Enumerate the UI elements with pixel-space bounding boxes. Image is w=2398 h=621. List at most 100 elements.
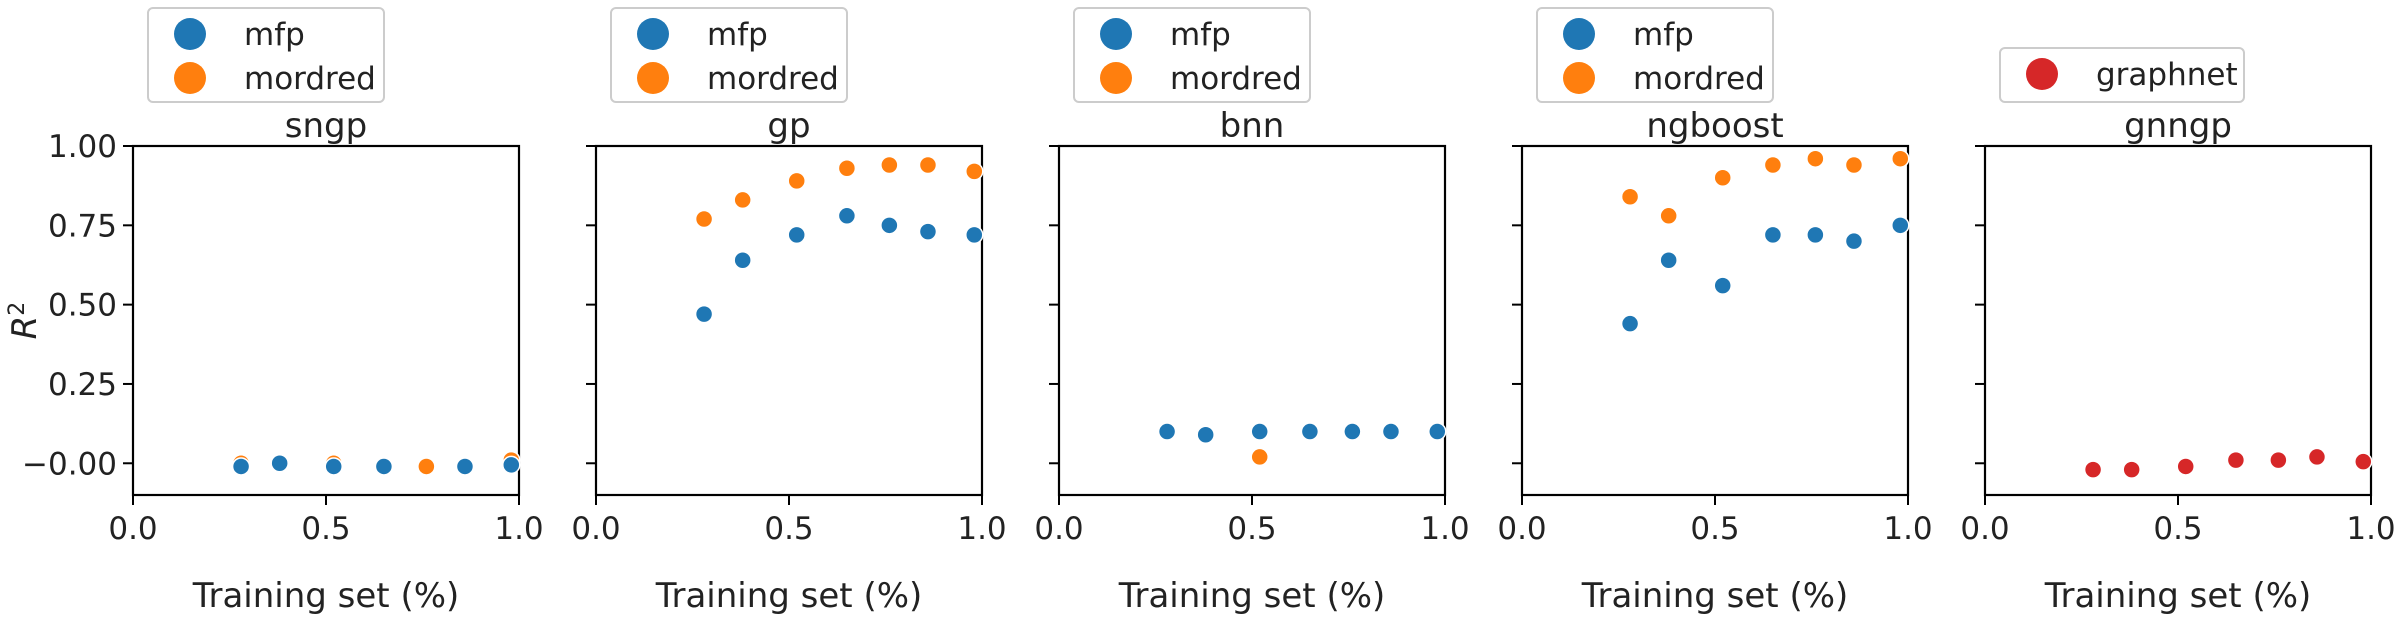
point-ngboost-mordred-5 xyxy=(1844,155,1864,175)
x-axis-label-ngboost: Training set (%) xyxy=(1581,576,1849,616)
x-tick-label-sngp-2: 1.0 xyxy=(494,511,543,547)
legend-label-gp-mfp: mfp xyxy=(707,17,768,53)
x-axis-label-gnngp: Training set (%) xyxy=(2044,576,2312,616)
plot-area-gp xyxy=(594,144,984,497)
legend-label-bnn-mfp: mfp xyxy=(1170,17,1231,53)
legend-sngp xyxy=(147,7,385,103)
legend-label-ngboost-mordred: mordred xyxy=(1633,61,1765,97)
point-ngboost-mfp-3 xyxy=(1763,225,1783,245)
point-gp-mordred-3 xyxy=(837,158,857,178)
point-ngboost-mordred-2 xyxy=(1713,168,1732,187)
panel-title-gnngp: gnngp xyxy=(2124,106,2232,146)
point-gp-mordred-2 xyxy=(787,171,806,191)
point-sngp-mfp-1 xyxy=(270,454,289,473)
x-tick-label-bnn-2: 1.0 xyxy=(1420,511,1469,547)
point-gp-mordred-4 xyxy=(880,155,899,175)
point-bnn-mfp-2 xyxy=(1250,422,1269,441)
legend-label-sngp-mfp: mfp xyxy=(244,17,305,53)
point-gp-mfp-0 xyxy=(694,304,714,324)
legend-marker-sngp-mfp xyxy=(174,18,206,50)
legend-gnngp xyxy=(1999,47,2245,103)
point-ngboost-mordred-0 xyxy=(1620,187,1640,207)
plot-area-bnn xyxy=(1057,144,1447,497)
legend-marker-ngboost-mfp xyxy=(1563,18,1595,50)
plot-area-sngp xyxy=(131,144,521,497)
point-ngboost-mfp-4 xyxy=(1806,225,1825,245)
point-sngp-mfp-0 xyxy=(231,457,251,476)
x-tick-label-gnngp-1: 0.5 xyxy=(2153,511,2202,547)
legend-ngboost xyxy=(1536,7,1774,103)
point-gp-mfp-2 xyxy=(787,225,806,245)
point-gnngp-graphnet-5 xyxy=(2307,447,2327,467)
y-tick-label-4: 1.00 xyxy=(48,129,117,165)
plot-area-ngboost xyxy=(1520,144,1910,497)
x-tick-label-ngboost-1: 0.5 xyxy=(1690,511,1739,547)
point-ngboost-mordred-3 xyxy=(1763,155,1783,175)
panel-title-gp: gp xyxy=(767,106,810,146)
point-gnngp-graphnet-4 xyxy=(2269,450,2288,470)
point-ngboost-mfp-2 xyxy=(1713,276,1732,295)
point-sngp-mfp-4 xyxy=(455,457,475,476)
legend-marker-gnngp-graphnet xyxy=(2026,58,2058,90)
point-gp-mordred-1 xyxy=(733,190,752,210)
point-gp-mfp-6 xyxy=(965,225,984,245)
point-ngboost-mfp-1 xyxy=(1659,250,1678,270)
point-ngboost-mordred-6 xyxy=(1891,149,1910,168)
point-gnngp-graphnet-6 xyxy=(2354,452,2373,471)
x-tick-label-gp-2: 1.0 xyxy=(957,511,1006,547)
point-sngp-mfp-2 xyxy=(324,457,343,476)
point-gp-mfp-4 xyxy=(880,216,899,235)
legend-label-sngp-mordred: mordred xyxy=(244,61,376,97)
y-tick-label-1: 0.25 xyxy=(48,367,117,403)
legend-bnn xyxy=(1073,7,1311,103)
x-tick-label-sngp-1: 0.5 xyxy=(301,511,350,547)
point-gnngp-graphnet-2 xyxy=(2176,457,2195,476)
point-ngboost-mfp-5 xyxy=(1844,231,1864,251)
x-tick-label-sngp-0: 0.0 xyxy=(108,511,157,547)
x-tick-label-ngboost-0: 0.0 xyxy=(1497,511,1546,547)
x-tick-label-gnngp-0: 0.0 xyxy=(1960,511,2009,547)
legend-label-gp-mordred: mordred xyxy=(707,61,839,97)
legend-label-ngboost-mfp: mfp xyxy=(1633,17,1694,53)
point-gp-mordred-0 xyxy=(694,209,714,229)
point-gp-mfp-3 xyxy=(837,206,857,226)
point-gnngp-graphnet-1 xyxy=(2122,460,2141,479)
panel-title-ngboost: ngboost xyxy=(1646,106,1783,146)
legend-marker-ngboost-mordred xyxy=(1563,62,1595,94)
x-axis-label-sngp: Training set (%) xyxy=(192,576,460,616)
point-bnn-mordred-0 xyxy=(1250,447,1269,467)
point-bnn-mfp-1 xyxy=(1196,425,1215,444)
x-tick-label-bnn-1: 0.5 xyxy=(1227,511,1276,547)
point-bnn-mfp-6 xyxy=(1428,422,1447,441)
legend-marker-sngp-mordred xyxy=(174,62,206,94)
point-gp-mordred-5 xyxy=(918,155,938,175)
point-ngboost-mfp-6 xyxy=(1891,216,1910,235)
x-tick-label-gp-1: 0.5 xyxy=(764,511,813,547)
legend-marker-bnn-mfp xyxy=(1100,18,1132,50)
x-tick-label-gnngp-2: 1.0 xyxy=(2346,511,2395,547)
point-bnn-mfp-5 xyxy=(1381,422,1401,441)
x-tick-label-bnn-0: 0.0 xyxy=(1034,511,1083,547)
point-gp-mfp-1 xyxy=(733,250,752,270)
point-sngp-mfp-3 xyxy=(374,457,394,476)
legend-gp xyxy=(610,7,848,103)
plot-area-gnngp xyxy=(1983,144,2373,497)
legend-marker-gp-mfp xyxy=(637,18,669,50)
point-sngp-mordred-2 xyxy=(417,457,436,476)
legend-marker-gp-mordred xyxy=(637,62,669,94)
legend-label-gnngp-graphnet: graphnet xyxy=(2096,57,2238,93)
legend-marker-bnn-mordred xyxy=(1100,62,1132,94)
point-ngboost-mfp-0 xyxy=(1620,314,1640,333)
y-tick-label-3: 0.75 xyxy=(48,208,117,244)
point-gnngp-graphnet-0 xyxy=(2083,460,2103,479)
point-bnn-mfp-3 xyxy=(1300,422,1320,441)
legend-label-bnn-mordred: mordred xyxy=(1170,61,1302,97)
y-axis-label: R2 xyxy=(5,302,46,340)
point-gp-mordred-6 xyxy=(965,162,984,181)
y-axis-label-superscript: 2 xyxy=(5,302,30,316)
point-gnngp-graphnet-3 xyxy=(2226,450,2246,470)
y-tick-label-0: −0.00 xyxy=(22,446,117,482)
point-bnn-mfp-4 xyxy=(1343,422,1362,441)
panel-title-sngp: sngp xyxy=(285,106,367,146)
point-bnn-mfp-0 xyxy=(1157,422,1177,441)
